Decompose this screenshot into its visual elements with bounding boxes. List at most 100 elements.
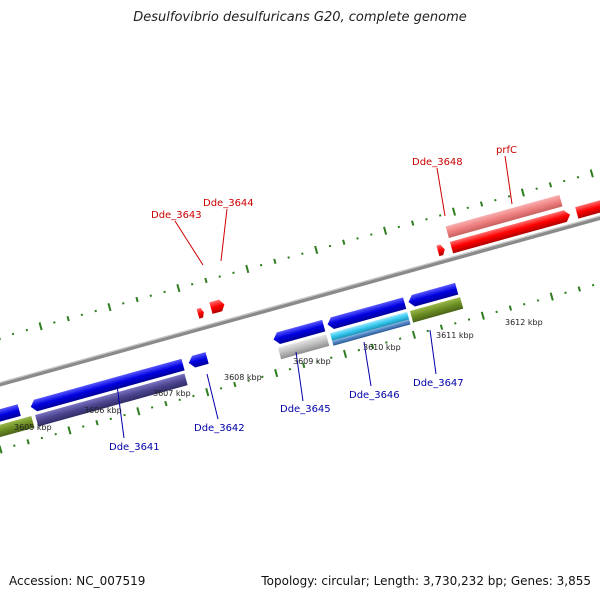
minor-tick — [479, 201, 484, 207]
label-dde-3643[interactable]: Dde_3643 — [151, 210, 202, 221]
label-prfc[interactable]: prfC — [496, 145, 517, 156]
major-tick — [107, 303, 112, 312]
minor-tick — [122, 302, 125, 305]
genome-title: Desulfovibrio desulfuricans G20, complet… — [133, 10, 467, 25]
reverse-gene-labels: Dde_3641 Dde_3642 Dde_3645 Dde_3646 Dde_… — [109, 378, 464, 453]
minor-tick — [564, 291, 567, 295]
minor-tick — [54, 432, 57, 436]
minor-tick — [95, 420, 99, 426]
major-tick — [38, 322, 43, 331]
genome-backbone — [0, 191, 600, 410]
kbp-label: 3611 kbp — [436, 331, 474, 340]
label-dde-3642[interactable]: Dde_3642 — [194, 423, 245, 434]
minor-tick — [123, 413, 126, 417]
gene-dde-3643[interactable] — [196, 307, 205, 319]
label-dde-3645[interactable]: Dde_3645 — [280, 404, 331, 415]
major-tick — [314, 245, 319, 254]
minor-tick — [316, 360, 319, 363]
major-tick — [176, 283, 181, 293]
minor-tick — [232, 271, 235, 275]
minor-tick — [287, 256, 290, 259]
minor-tick — [53, 321, 56, 324]
minor-tick — [591, 283, 595, 287]
minor-tick — [80, 313, 84, 317]
kbp-label: 3605 kbp — [14, 423, 52, 432]
track-slate — [35, 373, 188, 427]
gene-prfc[interactable] — [449, 209, 572, 254]
minor-tick — [178, 398, 181, 402]
accession-text: Accession: NC_007519 — [9, 574, 146, 588]
minor-tick — [81, 425, 85, 428]
track-cyan — [329, 311, 410, 341]
minor-tick — [26, 439, 30, 445]
minor-tick — [370, 233, 373, 236]
track-grey — [277, 334, 330, 360]
minor-tick — [25, 328, 29, 332]
reverse-genes — [0, 282, 464, 439]
minor-tick — [507, 195, 511, 198]
forward-genes — [196, 194, 600, 319]
kbp-label: 3610 kbp — [363, 343, 401, 352]
major-tick — [0, 445, 3, 454]
minor-tick — [356, 237, 359, 240]
label-dde-3644[interactable]: Dde_3644 — [203, 198, 254, 209]
major-tick — [480, 311, 485, 320]
kbp-label: 3608 kbp — [224, 373, 262, 382]
gene-dde-3646[interactable] — [326, 297, 407, 330]
gene-dde-3647[interactable] — [407, 282, 459, 308]
minor-tick — [261, 375, 264, 379]
minor-tick — [576, 176, 580, 179]
minor-tick — [357, 348, 361, 352]
minor-tick — [302, 362, 306, 369]
minor-tick — [288, 367, 292, 371]
major-tick — [343, 349, 348, 359]
genome-summary-text: Topology: circular; Length: 3,730,232 bp… — [261, 574, 591, 588]
minor-tick — [385, 341, 388, 344]
label-dde-3641[interactable]: Dde_3641 — [109, 442, 160, 453]
minor-tick — [192, 394, 195, 398]
kbp-label: 3609 kbp — [293, 357, 331, 366]
minor-tick — [301, 252, 304, 255]
minor-tick — [40, 436, 44, 440]
minor-tick — [190, 283, 194, 286]
minor-tick — [342, 239, 346, 245]
minor-tick — [11, 332, 15, 336]
minor-tick — [163, 290, 166, 294]
gene-dde-3641[interactable] — [29, 358, 185, 413]
minor-tick — [548, 182, 553, 188]
forward-gene-labels: Dde_3643 Dde_3644 Dde_3648 prfC — [151, 145, 517, 221]
minor-tick — [370, 343, 375, 349]
major-tick — [274, 368, 279, 378]
gene-prfc-rna — [445, 194, 563, 238]
minor-tick — [495, 310, 498, 314]
gene-reverse-edge[interactable] — [0, 404, 21, 424]
label-dde-3647[interactable]: Dde_3647 — [413, 378, 464, 389]
major-tick — [136, 407, 141, 416]
gene-dde-3648[interactable] — [436, 244, 446, 257]
label-dde-3648[interactable]: Dde_3648 — [412, 157, 463, 168]
kbp-label: 3607 kbp — [153, 389, 191, 398]
minor-tick — [397, 225, 401, 229]
minor-tick — [218, 275, 221, 278]
gene-dde-3642[interactable] — [187, 352, 209, 369]
minor-tick — [438, 214, 442, 217]
gene-forward-edge[interactable] — [575, 198, 600, 219]
gene-dde-3644[interactable] — [209, 299, 226, 314]
gene-dde-3645[interactable] — [272, 319, 326, 345]
minor-tick — [150, 406, 154, 409]
minor-tick — [233, 381, 237, 388]
minor-tick — [454, 322, 457, 325]
minor-tick — [247, 379, 250, 382]
label-dde-3646[interactable]: Dde_3646 — [349, 390, 400, 401]
minor-tick — [109, 417, 113, 421]
minor-tick — [439, 324, 444, 330]
minor-tick — [164, 400, 168, 407]
minor-tick — [467, 318, 471, 321]
major-tick — [451, 207, 457, 216]
minor-tick — [494, 198, 497, 202]
track-olive-left — [0, 416, 35, 439]
kbp-labels: 3605 kbp 3606 kbp 3607 kbp 3608 kbp 3609… — [14, 318, 543, 432]
label-leaders — [116, 155, 513, 439]
tick-row-inner — [0, 283, 595, 454]
